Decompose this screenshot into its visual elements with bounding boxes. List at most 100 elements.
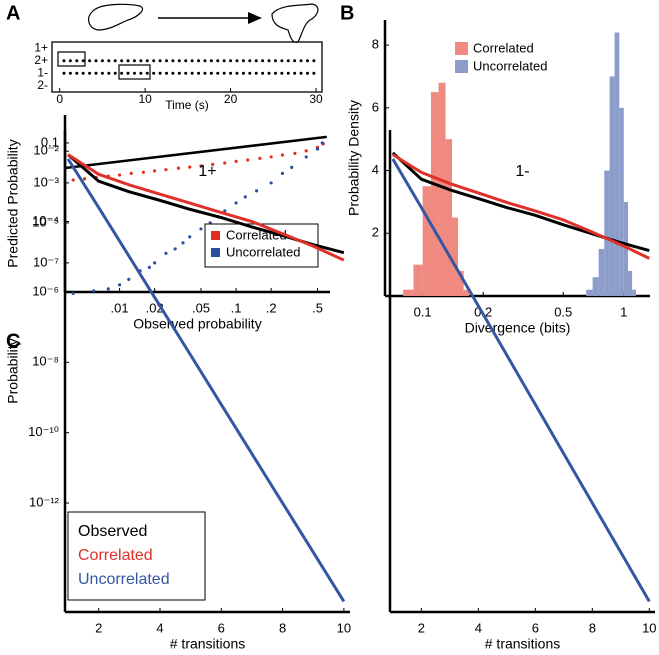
event-dot: [75, 71, 79, 75]
point: [164, 251, 168, 255]
point: [117, 283, 122, 287]
histogram-bar: [609, 76, 615, 296]
point: [290, 165, 294, 169]
point: [199, 227, 203, 231]
y-tick-label: 10⁻⁴: [32, 213, 59, 228]
point: [234, 201, 238, 205]
y-tick-label: 10⁻⁷: [33, 254, 59, 269]
y-tick-label: 0.1: [41, 134, 59, 149]
point: [181, 241, 185, 245]
x-axis-label: Observed probability: [133, 316, 261, 332]
event-dot: [299, 59, 303, 63]
event-dot: [100, 59, 104, 63]
event-dot: [222, 71, 226, 75]
x-tick-label: .05: [192, 300, 210, 315]
y-tick-label: 8: [372, 37, 379, 52]
y-axis-label: Probability: [5, 338, 21, 403]
histogram-bar: [592, 277, 599, 296]
event-dot: [273, 71, 277, 75]
histogram-bar: [632, 289, 636, 296]
event-dot: [68, 71, 72, 75]
event-dot: [75, 59, 79, 63]
event-dot: [184, 59, 188, 63]
event-dot: [107, 71, 111, 75]
event-dot: [164, 71, 168, 75]
point: [320, 141, 324, 145]
point: [92, 289, 96, 293]
point: [199, 164, 203, 168]
x-tick-label: 6: [218, 620, 225, 635]
arrow-head: [248, 12, 262, 24]
point: [129, 171, 133, 175]
event-dot: [62, 59, 66, 63]
x-axis-label: # transitions: [170, 636, 245, 652]
event-dot: [171, 59, 175, 63]
y-tick-label: 4: [372, 162, 379, 177]
event-dot: [229, 59, 233, 63]
x-tick-label: .01: [111, 300, 129, 315]
point: [258, 156, 262, 160]
event-dot: [197, 59, 201, 63]
point: [280, 153, 285, 157]
histogram-bar: [458, 270, 464, 296]
event-dot: [132, 71, 136, 75]
x-tick-label: 2: [95, 620, 102, 635]
legend-swatch: [455, 60, 468, 73]
x-tick-label: .1: [231, 300, 242, 315]
x-tick-label: 0.1: [414, 304, 432, 319]
event-dot: [273, 59, 277, 63]
event-dot: [235, 71, 239, 75]
histogram-bar: [463, 289, 469, 296]
event-dot: [88, 71, 92, 75]
point: [127, 277, 131, 281]
point: [164, 168, 168, 172]
event-dot: [94, 71, 98, 75]
legend-label: Correlated: [78, 547, 153, 564]
series-line: [66, 158, 346, 603]
event-dot: [286, 71, 290, 75]
y-axis-label: Predicted Probability: [5, 139, 21, 267]
event-dot: [293, 71, 297, 75]
event-dot: [120, 59, 124, 63]
histogram-bar: [452, 217, 459, 296]
event-dot: [261, 59, 265, 63]
x-tick-label: 8: [279, 620, 286, 635]
x-axis-label: # transitions: [485, 636, 560, 652]
point: [293, 151, 297, 155]
event-dot: [286, 59, 290, 63]
legend-label: Observed: [78, 523, 147, 540]
histogram-bar: [413, 264, 423, 296]
panel-letter: A: [6, 2, 20, 24]
event-dot: [203, 71, 207, 75]
event-dot: [222, 59, 226, 63]
point: [223, 209, 227, 213]
reference-line: [64, 135, 327, 170]
histogram-bar: [619, 107, 624, 297]
histogram-bar: [422, 186, 431, 296]
event-dot: [107, 59, 111, 63]
legend-swatch: [211, 248, 220, 257]
event-dot: [145, 59, 149, 63]
y-tick-label: 10⁻²: [33, 143, 59, 158]
legend-label: Uncorrelated: [78, 571, 170, 588]
event-dot: [152, 71, 156, 75]
event-dot: [126, 71, 130, 75]
event-dot: [299, 71, 303, 75]
raster-box: [51, 41, 323, 93]
event-dot: [254, 71, 258, 75]
event-dot: [267, 59, 271, 63]
event-dot: [280, 59, 284, 63]
event-dot: [152, 59, 156, 63]
event-dot: [126, 59, 130, 63]
point: [304, 149, 308, 153]
point: [71, 178, 75, 182]
point: [269, 181, 273, 185]
x-tick-label: 0.5: [554, 304, 572, 319]
series-line: [392, 153, 650, 260]
event-dot: [248, 59, 252, 63]
x-tick-label: 4: [156, 620, 163, 635]
histogram-bar: [403, 289, 414, 296]
point: [173, 247, 177, 251]
point: [153, 169, 157, 173]
event-dot: [190, 59, 194, 63]
